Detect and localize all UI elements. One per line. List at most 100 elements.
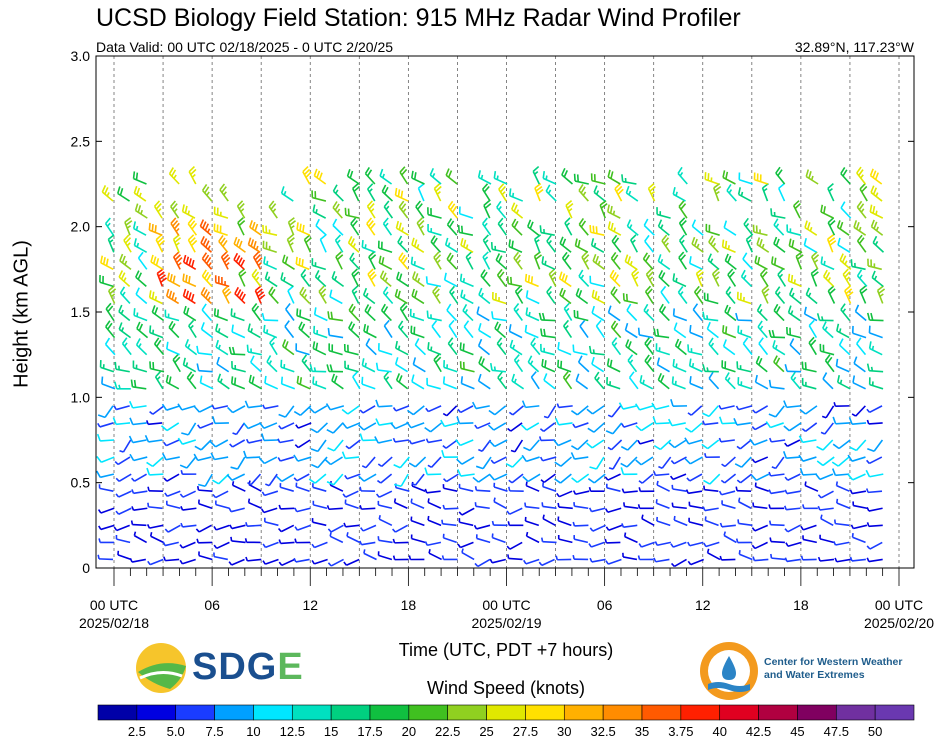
wind-barb (424, 488, 441, 494)
barb-feather (413, 172, 417, 180)
barb-feather (118, 322, 123, 330)
wind-barb (299, 286, 311, 305)
barb-staff (460, 473, 475, 477)
wind-barb (278, 504, 295, 510)
barb-staff (802, 473, 817, 476)
barb-staff (542, 540, 557, 544)
barb-staff (492, 298, 507, 305)
barb-half-feather (735, 405, 740, 411)
wind-barb (180, 505, 197, 511)
barb-feather (496, 268, 503, 276)
barb-feather (827, 234, 834, 240)
barb-feather (639, 375, 643, 383)
barb-staff (578, 223, 589, 236)
barb-feather (367, 183, 374, 190)
barb-half-feather (817, 494, 822, 499)
barb-staff (280, 366, 295, 373)
wind-barb (586, 405, 605, 415)
barb-feather (644, 337, 650, 344)
barb-staff (674, 439, 687, 449)
barb-staff (365, 344, 377, 356)
wind-barb (294, 439, 311, 449)
barb-staff (593, 422, 605, 433)
barb-feather (459, 273, 463, 282)
barb-feather (578, 184, 584, 192)
barb-staff (706, 230, 720, 236)
barb-feather (288, 237, 295, 243)
wind-barb (737, 497, 752, 509)
barb-half-feather (163, 441, 167, 447)
barb-feather (589, 466, 597, 470)
barb-feather (627, 256, 631, 264)
barb-half-feather (359, 486, 362, 492)
barb-staff (266, 361, 278, 373)
barb-half-feather (121, 327, 125, 332)
wind-barb (199, 375, 214, 390)
wind-barb (478, 356, 491, 373)
wind-barb (756, 237, 770, 253)
wind-barb (128, 400, 147, 409)
barb-staff (347, 405, 360, 415)
wind-barb (538, 312, 556, 322)
colorbar-swatch (486, 704, 526, 721)
barb-feather (118, 304, 123, 313)
barb-feather (670, 399, 674, 407)
wind-barb (414, 338, 427, 356)
barb-feather (241, 293, 246, 301)
barb-staff (427, 213, 442, 219)
barb-half-feather (317, 275, 321, 280)
barb-staff (215, 346, 229, 356)
barb-staff (642, 258, 654, 270)
barb-staff (182, 558, 196, 565)
wind-barb (293, 454, 312, 462)
barb-feather (530, 276, 534, 284)
barb-feather (449, 203, 456, 211)
barb-feather (680, 220, 687, 227)
barb-half-feather (508, 479, 513, 484)
barb-feather (302, 166, 309, 173)
barb-feather (332, 218, 338, 226)
wind-barb (472, 473, 491, 483)
barb-feather (527, 355, 533, 363)
barb-feather (513, 204, 518, 212)
wind-barb (313, 168, 327, 185)
barb-staff (345, 502, 359, 510)
barb-staff (690, 558, 705, 566)
barb-half-feather (303, 294, 308, 299)
barb-half-feather (266, 329, 269, 334)
barb-feather (660, 374, 665, 383)
barb-staff (481, 223, 492, 236)
barb-staff (187, 239, 196, 253)
barb-half-feather (123, 277, 127, 282)
barb-staff (525, 505, 540, 510)
wind-barb (592, 253, 605, 270)
wind-barb (427, 498, 442, 509)
wind-barb (623, 502, 639, 510)
barb-half-feather (784, 505, 787, 510)
barb-half-feather (283, 276, 286, 282)
barb-staff (430, 422, 442, 433)
barb-half-feather (784, 557, 788, 562)
barb-feather (242, 422, 249, 429)
barb-feather (223, 288, 231, 295)
barb-feather (534, 234, 542, 240)
barb-staff (312, 196, 327, 202)
wind-barb (411, 481, 426, 492)
barb-feather (231, 346, 236, 355)
barb-staff (689, 382, 704, 390)
wind-barb (281, 339, 295, 356)
barb-staff (810, 273, 818, 287)
barb-staff (690, 422, 703, 433)
barb-staff (771, 439, 786, 443)
barb-staff (433, 359, 442, 373)
barb-staff (395, 524, 409, 533)
colorbar-label: 20 (402, 724, 416, 739)
barb-feather (383, 306, 389, 314)
wind-barb (201, 183, 213, 202)
barb-staff (581, 256, 590, 270)
barb-staff (296, 314, 311, 322)
wind-barb (493, 171, 508, 185)
barb-feather (221, 251, 228, 258)
barb-feather (721, 239, 725, 247)
barb-half-feather (191, 173, 196, 178)
